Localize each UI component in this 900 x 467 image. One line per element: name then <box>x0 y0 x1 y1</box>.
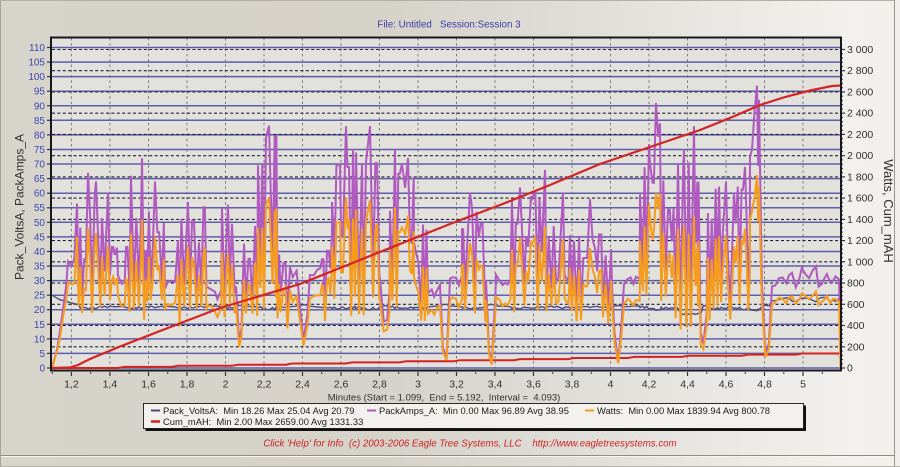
svg-text:2,4: 2,4 <box>295 379 310 391</box>
svg-text:Pack_VoltsA: Min 18.26 Max 25: Pack_VoltsA: Min 18.26 Max 25.04 Avg 20.… <box>163 406 355 416</box>
svg-text:100: 100 <box>28 72 45 83</box>
svg-text:1,2: 1,2 <box>64 379 79 391</box>
svg-text:10: 10 <box>34 334 46 345</box>
svg-text:4,6: 4,6 <box>719 379 734 391</box>
svg-text:Minutes (Start = 1.099, End =: Minutes (Start = 1.099, End = 5.192, Int… <box>328 393 561 404</box>
svg-text:1 200: 1 200 <box>847 235 873 247</box>
svg-text:Cum_mAH: Min 2.00 Max 2659.00: Cum_mAH: Min 2.00 Max 2659.00 Avg 1331.3… <box>163 417 363 427</box>
svg-text:105: 105 <box>28 58 45 69</box>
svg-text:2 600: 2 600 <box>847 87 873 99</box>
svg-text:4,8: 4,8 <box>757 379 772 391</box>
svg-text:4: 4 <box>608 379 614 391</box>
svg-text:Watts: Min 0.00 Max 1839.94 A: Watts: Min 0.00 Max 1839.94 Avg 800.78 <box>597 406 770 416</box>
svg-text:200: 200 <box>847 341 865 353</box>
svg-text:2 200: 2 200 <box>847 129 873 141</box>
svg-text:2: 2 <box>223 379 229 391</box>
svg-text:4,2: 4,2 <box>642 379 657 391</box>
svg-text:2 400: 2 400 <box>847 108 873 120</box>
svg-text:3,6: 3,6 <box>526 379 541 391</box>
svg-text:5: 5 <box>800 379 806 391</box>
svg-text:4,4: 4,4 <box>680 379 695 391</box>
svg-text:3 000: 3 000 <box>847 44 873 56</box>
svg-text:75: 75 <box>34 145 46 156</box>
svg-text:2,6: 2,6 <box>334 379 349 391</box>
svg-text:1 800: 1 800 <box>847 171 873 183</box>
svg-text:2,8: 2,8 <box>372 379 387 391</box>
svg-text:2 800: 2 800 <box>847 65 873 77</box>
svg-text:50: 50 <box>34 218 46 229</box>
svg-text:400: 400 <box>847 320 865 332</box>
svg-text:15: 15 <box>34 320 46 331</box>
svg-text:3,8: 3,8 <box>565 379 580 391</box>
svg-text:60: 60 <box>34 189 46 200</box>
svg-text:3,2: 3,2 <box>449 379 464 391</box>
svg-text:5: 5 <box>39 349 45 360</box>
svg-text:2,2: 2,2 <box>257 379 272 391</box>
svg-text:3: 3 <box>415 379 421 391</box>
svg-text:55: 55 <box>34 203 46 214</box>
svg-text:2 000: 2 000 <box>847 150 873 162</box>
svg-text:0: 0 <box>39 364 45 375</box>
svg-text:1 600: 1 600 <box>847 193 873 205</box>
svg-text:PackAmps_A: Min 0.00 Max 96.8: PackAmps_A: Min 0.00 Max 96.89 Avg 38.95 <box>379 406 569 416</box>
svg-text:0: 0 <box>847 363 853 375</box>
svg-text:25: 25 <box>34 291 46 302</box>
svg-text:35: 35 <box>34 262 46 273</box>
svg-text:70: 70 <box>34 160 46 171</box>
svg-text:65: 65 <box>34 174 46 185</box>
svg-text:600: 600 <box>847 299 865 311</box>
svg-text:Click 'Help' for Info (c) 200: Click 'Help' for Info (c) 2003-2006 Eagl… <box>263 439 676 450</box>
svg-text:1,6: 1,6 <box>141 379 156 391</box>
svg-text:Watts, Cum_mAH: Watts, Cum_mAH <box>881 159 896 263</box>
svg-text:1 000: 1 000 <box>847 256 873 268</box>
svg-text:1 400: 1 400 <box>847 214 873 226</box>
svg-text:80: 80 <box>34 130 46 141</box>
svg-text:1,4: 1,4 <box>103 379 118 391</box>
svg-text:85: 85 <box>34 116 46 127</box>
svg-text:40: 40 <box>34 247 46 258</box>
svg-text:45: 45 <box>34 232 46 243</box>
svg-text:90: 90 <box>34 101 46 112</box>
svg-text:3,4: 3,4 <box>488 379 503 391</box>
svg-text:1,8: 1,8 <box>180 379 195 391</box>
svg-text:20: 20 <box>34 305 46 316</box>
svg-text:30: 30 <box>34 276 46 287</box>
svg-text:110: 110 <box>29 43 45 54</box>
svg-text:Pack_VoltsA, PackAmps_A: Pack_VoltsA, PackAmps_A <box>13 134 27 280</box>
svg-text:95: 95 <box>34 87 46 98</box>
svg-text:800: 800 <box>847 278 865 290</box>
svg-text:File: Untitled Session:Sessi: File: Untitled Session:Session 3 <box>377 20 521 31</box>
